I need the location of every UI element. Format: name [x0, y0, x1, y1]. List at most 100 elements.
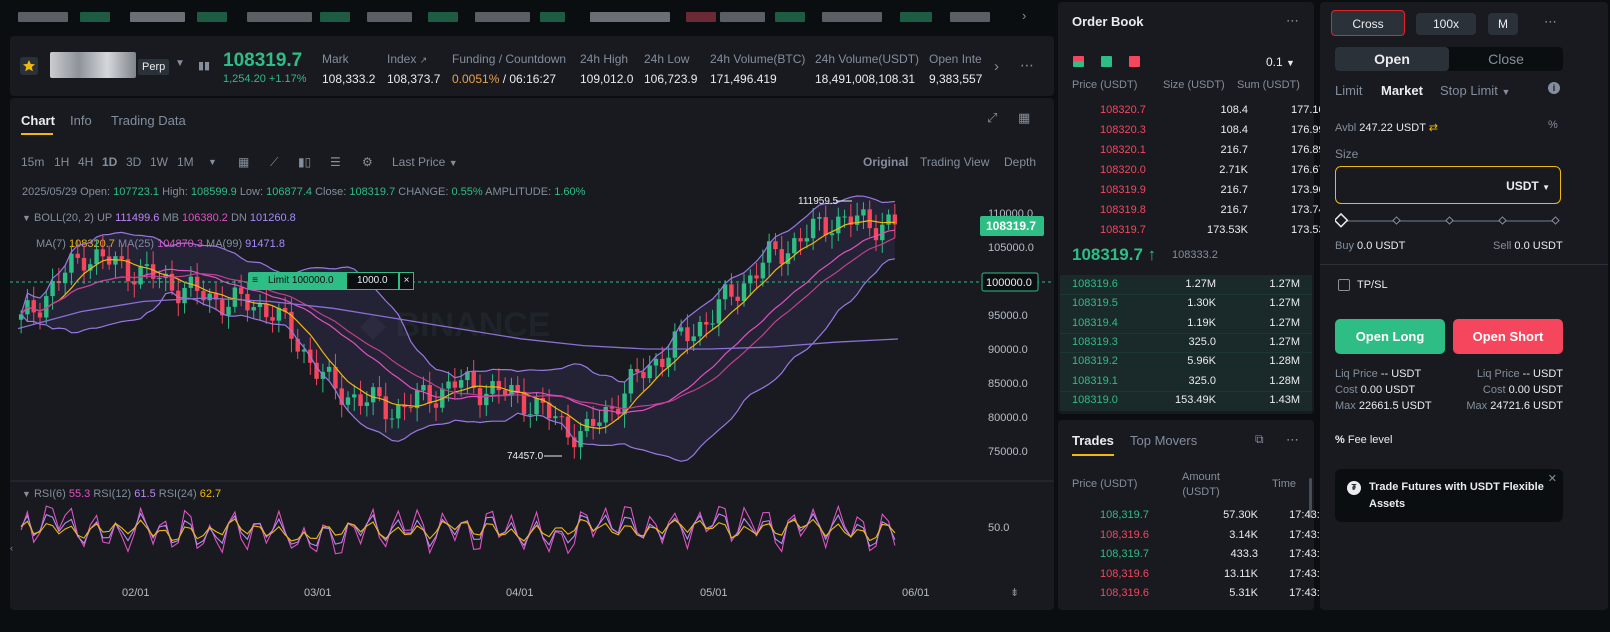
- ticker-item[interactable]: [950, 12, 990, 22]
- indicator-icon[interactable]: ⟋: [270, 155, 279, 169]
- ask-row[interactable]: 108320.3 108.4 176.99K: [1100, 121, 1332, 141]
- bid-row[interactable]: 108319.0 153.49K 1.43M: [1060, 390, 1312, 411]
- interval-1w[interactable]: 1W: [150, 155, 168, 169]
- ask-row[interactable]: 108319.8 216.7 173.74K: [1100, 201, 1332, 221]
- tpsl-checkbox[interactable]: [1338, 279, 1350, 291]
- leverage-button[interactable]: 100x: [1416, 13, 1476, 35]
- more-icon[interactable]: ⋯: [1544, 14, 1557, 29]
- info-book-icon[interactable]: ▮▮: [198, 60, 211, 72]
- ticker-item[interactable]: [247, 12, 312, 22]
- bid-row[interactable]: 108319.5 1.30K 1.27M: [1060, 294, 1312, 315]
- fee-level-link[interactable]: % Fee level: [1335, 434, 1393, 446]
- limit-order-qty[interactable]: 1000.0: [346, 272, 399, 290]
- order-type-stop-limit[interactable]: Stop Limit ▼: [1440, 83, 1511, 98]
- favorite-star-icon[interactable]: [20, 57, 38, 75]
- grid-layout-icon[interactable]: ▦: [1018, 110, 1031, 125]
- ticker-item[interactable]: [686, 12, 716, 22]
- collapse-pane-icon[interactable]: ‹: [10, 543, 13, 553]
- candle-style-icon[interactable]: ▮▯: [298, 155, 312, 169]
- bid-row[interactable]: 108319.1 325.0 1.28M: [1060, 371, 1312, 392]
- tab-chart[interactable]: Chart: [21, 113, 55, 128]
- book-view-both-icon[interactable]: [1073, 56, 1084, 67]
- open-tab[interactable]: Open: [1335, 47, 1449, 71]
- tab-trading-data[interactable]: Trading Data: [111, 113, 186, 128]
- ask-row[interactable]: 108320.7 108.4 177.10K: [1100, 101, 1332, 121]
- ask-row[interactable]: 108319.9 216.7 173.96K: [1100, 181, 1332, 201]
- calculator-icon[interactable]: %: [1548, 119, 1558, 131]
- symbol-name-blurred[interactable]: [50, 52, 136, 78]
- asset-mode-button[interactable]: M: [1488, 13, 1518, 35]
- ticker-item[interactable]: [130, 12, 185, 22]
- view-trading-view[interactable]: Trading View: [920, 155, 990, 169]
- close-tab[interactable]: Close: [1488, 51, 1524, 67]
- price-chart[interactable]: ◆ BINANCE 110000.0 105000.0 95000.0 9000…: [10, 176, 1054, 476]
- symbol-dropdown-icon[interactable]: ▼: [175, 58, 185, 69]
- calendar-icon[interactable]: ▦: [238, 155, 250, 169]
- transfer-icon[interactable]: ⇄: [1428, 122, 1438, 134]
- bid-row[interactable]: 108319.3 325.0 1.27M: [1060, 332, 1312, 353]
- drag-handle-icon[interactable]: ≡: [248, 272, 262, 290]
- tab-top-movers[interactable]: Top Movers: [1130, 433, 1198, 448]
- bid-row[interactable]: 108319.2 5.96K 1.28M: [1060, 352, 1312, 373]
- promo-banner[interactable]: ₮ Trade Futures with USDT Flexible Asset…: [1335, 469, 1563, 522]
- ticker-item[interactable]: [720, 12, 765, 22]
- bid-row[interactable]: 108319.6 1.27M 1.27M: [1060, 275, 1312, 295]
- size-unit-select[interactable]: USDT ▼: [1506, 179, 1550, 193]
- ticker-item[interactable]: [197, 12, 227, 22]
- ticker-item[interactable]: [18, 12, 68, 22]
- close-icon[interactable]: ✕: [1547, 473, 1557, 485]
- expand-icon[interactable]: ⤢: [987, 110, 998, 125]
- ask-row[interactable]: 108320.1 216.7 176.89K: [1100, 141, 1332, 161]
- more-icon[interactable]: ⋯: [1286, 432, 1299, 447]
- precision-select[interactable]: 0.1 ▼: [1266, 55, 1295, 69]
- tab-info[interactable]: Info: [70, 113, 92, 128]
- chevron-right-icon[interactable]: ›: [1022, 8, 1027, 23]
- margin-mode-button[interactable]: Cross: [1331, 10, 1405, 36]
- order-type-market[interactable]: Market: [1381, 83, 1423, 98]
- order-type-limit[interactable]: Limit: [1335, 83, 1363, 98]
- bid-row[interactable]: 108319.4 1.19K 1.27M: [1060, 313, 1312, 334]
- info-icon[interactable]: i: [1548, 82, 1560, 94]
- scale-toggle-icon[interactable]: ⇟: [1010, 587, 1020, 599]
- book-view-asks-icon[interactable]: [1129, 56, 1140, 67]
- mid-price[interactable]: 108319.7 ↑: [1072, 245, 1157, 264]
- ask-row[interactable]: 108319.7 173.53K 173.53K: [1100, 221, 1332, 241]
- interval-1d[interactable]: 1D: [102, 155, 118, 169]
- size-slider[interactable]: [1335, 213, 1563, 229]
- view-depth[interactable]: Depth: [1004, 155, 1037, 169]
- ticker-item[interactable]: [540, 12, 565, 22]
- view-original[interactable]: Original: [863, 155, 909, 169]
- slider-thumb[interactable]: [1335, 213, 1349, 228]
- more-icon[interactable]: ⋯: [1020, 57, 1035, 73]
- external-link-icon[interactable]: ↗: [419, 55, 428, 65]
- more-icon[interactable]: ⋯: [1286, 13, 1299, 28]
- interval-4h[interactable]: 4H: [78, 155, 94, 169]
- ticker-item[interactable]: [320, 12, 350, 22]
- gear-icon[interactable]: ⚙: [362, 155, 373, 169]
- ticker-item[interactable]: [775, 12, 805, 22]
- interval-1m[interactable]: 1M: [177, 155, 194, 169]
- book-view-bids-icon[interactable]: [1101, 56, 1112, 67]
- open-long-button[interactable]: Open Long: [1335, 319, 1445, 354]
- interval-1h[interactable]: 1H: [54, 155, 70, 169]
- ticker-item[interactable]: [80, 12, 110, 22]
- tab-trades[interactable]: Trades: [1072, 433, 1114, 448]
- ask-row[interactable]: 108320.0 2.71K 176.67K: [1100, 161, 1332, 181]
- close-order-icon[interactable]: ×: [398, 272, 415, 290]
- ticker-item[interactable]: [367, 12, 412, 22]
- open-short-button[interactable]: Open Short: [1453, 319, 1563, 354]
- trades-scrollbar[interactable]: [1309, 478, 1312, 518]
- ticker-item[interactable]: [900, 12, 932, 22]
- chevron-right-icon[interactable]: ›: [994, 58, 999, 75]
- interval-3d[interactable]: 3D: [126, 155, 142, 169]
- size-input[interactable]: USDT ▼: [1335, 166, 1561, 204]
- ticker-item[interactable]: [428, 12, 458, 22]
- interval-dropdown-icon[interactable]: ▼: [208, 157, 217, 167]
- ticker-item[interactable]: [822, 12, 882, 22]
- chart-settings-list-icon[interactable]: ☰: [330, 155, 341, 169]
- ticker-item[interactable]: [475, 12, 530, 22]
- price-type-select[interactable]: Last Price ▼: [392, 155, 458, 169]
- interval-15m[interactable]: 15m: [21, 155, 45, 169]
- popout-icon[interactable]: ⧉: [1255, 432, 1264, 446]
- limit-order-pill[interactable]: ≡ Limit 100000.0 1000.0 ×: [248, 272, 415, 290]
